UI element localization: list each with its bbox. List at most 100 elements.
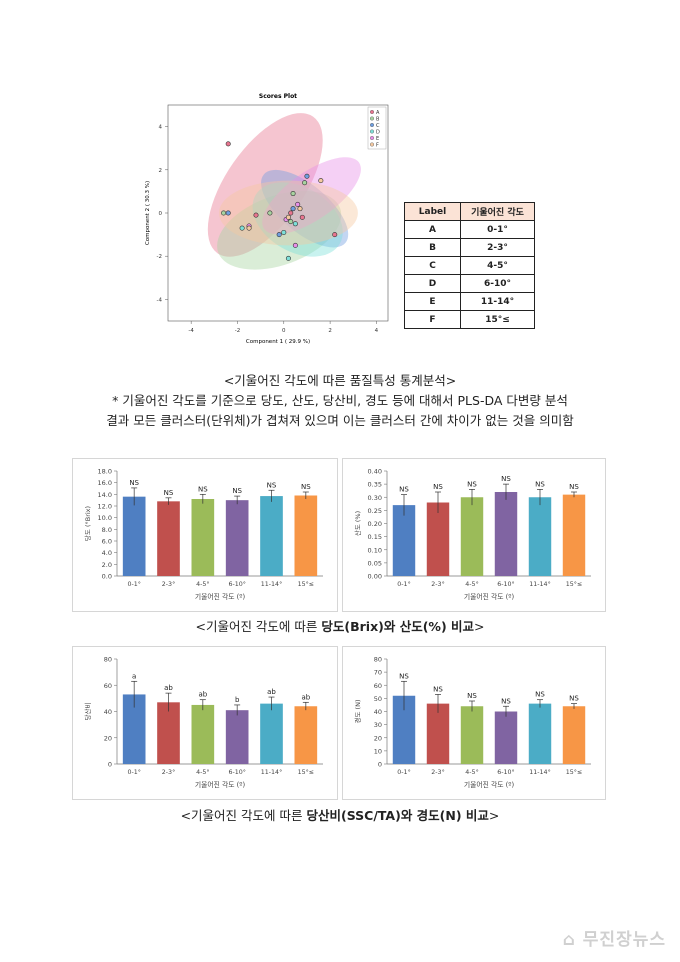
- legend-marker: [369, 136, 374, 141]
- x-tick-label: 11-14°: [261, 768, 282, 776]
- description-line-2: 결과 모든 클러스터(단위체)가 겹쳐져 있으며 이는 클러스터 간에 차이가 …: [106, 413, 574, 428]
- x-tick-label: -2: [235, 328, 240, 334]
- table-cell: B: [404, 238, 461, 257]
- table-row: D 6-10°: [404, 274, 535, 293]
- significance-label: a: [132, 672, 136, 680]
- score-point: [276, 232, 282, 238]
- score-point: [267, 210, 273, 216]
- score-point: [290, 206, 296, 212]
- score-point: [292, 242, 298, 248]
- table-cell: 0-1°: [460, 220, 535, 239]
- legend-marker: [369, 123, 374, 128]
- y-tick-label: 4.0: [102, 549, 112, 557]
- significance-label: NS: [535, 691, 545, 699]
- significance-label: NS: [267, 481, 277, 489]
- y-axis-label: 산도 (%): [353, 511, 362, 536]
- significance-label: NS: [198, 485, 208, 493]
- significance-label: NS: [501, 697, 511, 705]
- confidence-ellipse: [207, 113, 323, 257]
- y-tick-label: 80: [374, 656, 382, 664]
- bar: [157, 501, 180, 576]
- score-point: [281, 229, 287, 235]
- label-table-header: 기울어진 각도: [460, 202, 535, 221]
- confidence-ellipse: [252, 182, 343, 257]
- bar: [528, 497, 552, 576]
- chart-firmness: 0 10 20 30 40 50 60 70 80 경도 (N) NS 0-1° NS 2-3° NS 4-5…: [353, 656, 591, 789]
- label-table-header: Label: [404, 202, 461, 221]
- y-tick-label: 30: [374, 721, 382, 729]
- caption-suffix: >: [474, 619, 485, 634]
- x-tick-label: 11-14°: [529, 580, 550, 588]
- watermark-text: 무진장뉴스: [582, 930, 666, 950]
- y-tick-label: 0.30: [368, 494, 382, 502]
- significance-label: NS: [433, 483, 443, 491]
- legend-marker: [369, 116, 374, 121]
- y-tick-label: 70: [374, 669, 382, 677]
- score-point: [288, 219, 294, 225]
- significance-label: ab: [164, 684, 173, 692]
- score-point: [299, 214, 305, 220]
- bar: [528, 703, 552, 764]
- score-point: [253, 212, 259, 218]
- significance-label: ab: [267, 688, 276, 696]
- y-tick-label: 0.40: [368, 468, 382, 476]
- x-axis-label: 기울어진 각도 (º): [195, 592, 246, 601]
- score-point: [290, 191, 296, 197]
- x-tick-label: 11-14°: [529, 768, 550, 776]
- chart-brix-box: 0.0 2.0 4.0 6.0 8.0 10.0 12.0 14.0 16.0 18.0 당도 (°…: [72, 458, 338, 612]
- x-tick-label: 0-1°: [397, 580, 410, 588]
- y-tick-label: 2: [159, 168, 163, 174]
- y-tick-label: 60: [374, 682, 382, 690]
- legend-marker: [369, 142, 374, 147]
- x-tick-label: 2-3°: [162, 768, 175, 776]
- significance-label: NS: [399, 672, 409, 680]
- table-cell: C: [404, 256, 461, 275]
- y-tick-label: 40: [374, 708, 382, 716]
- bar: [460, 706, 484, 764]
- caption-statistical-analysis: <기울어진 각도에 따른 품질특성 통계분석>: [223, 373, 457, 388]
- y-tick-label: 12.0: [98, 503, 112, 511]
- table-row: A 0-1°: [404, 220, 535, 239]
- y-tick-label: 0: [159, 211, 163, 217]
- bar: [191, 499, 215, 576]
- table-row: C 4-5°: [404, 256, 535, 275]
- label-table: Label 기울어진 각도 A 0-1° B 2-3° C 4-5° D 6-10° E…: [404, 202, 535, 329]
- score-point: [225, 210, 231, 216]
- bar: [426, 502, 450, 576]
- confidence-ellipse: [261, 169, 349, 248]
- score-point: [297, 206, 303, 212]
- table-cell: 4-5°: [460, 256, 535, 275]
- bar: [260, 496, 283, 576]
- x-tick-label: 15°≤: [566, 768, 582, 776]
- score-point: [332, 232, 338, 238]
- legend-label: E: [376, 136, 379, 142]
- x-tick-label: 6-10°: [497, 580, 514, 588]
- score-point: [246, 225, 252, 231]
- chart-brix: 0.0 2.0 4.0 6.0 8.0 10.0 12.0 14.0 16.0 18.0 당도 (°…: [83, 468, 323, 601]
- score-point: [225, 141, 231, 147]
- score-point: [318, 178, 324, 184]
- significance-label: NS: [129, 479, 139, 487]
- x-tick-label: 11-14°: [261, 580, 282, 588]
- score-point: [285, 214, 291, 220]
- y-axis-label: 당도 (°Brix): [83, 506, 92, 541]
- x-tick-label: 6-10°: [228, 768, 245, 776]
- y-tick-label: 0.10: [368, 546, 382, 554]
- confidence-ellipse: [262, 157, 361, 235]
- scores-plot-title: Scores Plot: [259, 93, 297, 100]
- scores-xlabel: Component 1 ( 29.9 %): [246, 339, 310, 345]
- x-tick-label: 0-1°: [127, 580, 140, 588]
- score-point: [288, 210, 294, 216]
- y-tick-label: 0.35: [368, 481, 382, 489]
- x-tick-label: 15°≤: [298, 768, 314, 776]
- significance-label: NS: [569, 483, 579, 491]
- y-tick-label: 6.0: [102, 538, 112, 546]
- bar: [426, 703, 450, 764]
- caption-bold: 당도(Brix)와 산도(%) 비교: [321, 619, 475, 634]
- x-tick-label: 6-10°: [497, 768, 514, 776]
- y-tick-label: 0.0: [102, 573, 112, 581]
- x-tick-label: 0-1°: [127, 768, 140, 776]
- y-tick-label: 0.25: [368, 507, 382, 515]
- significance-label: NS: [467, 692, 477, 700]
- score-point: [292, 221, 298, 227]
